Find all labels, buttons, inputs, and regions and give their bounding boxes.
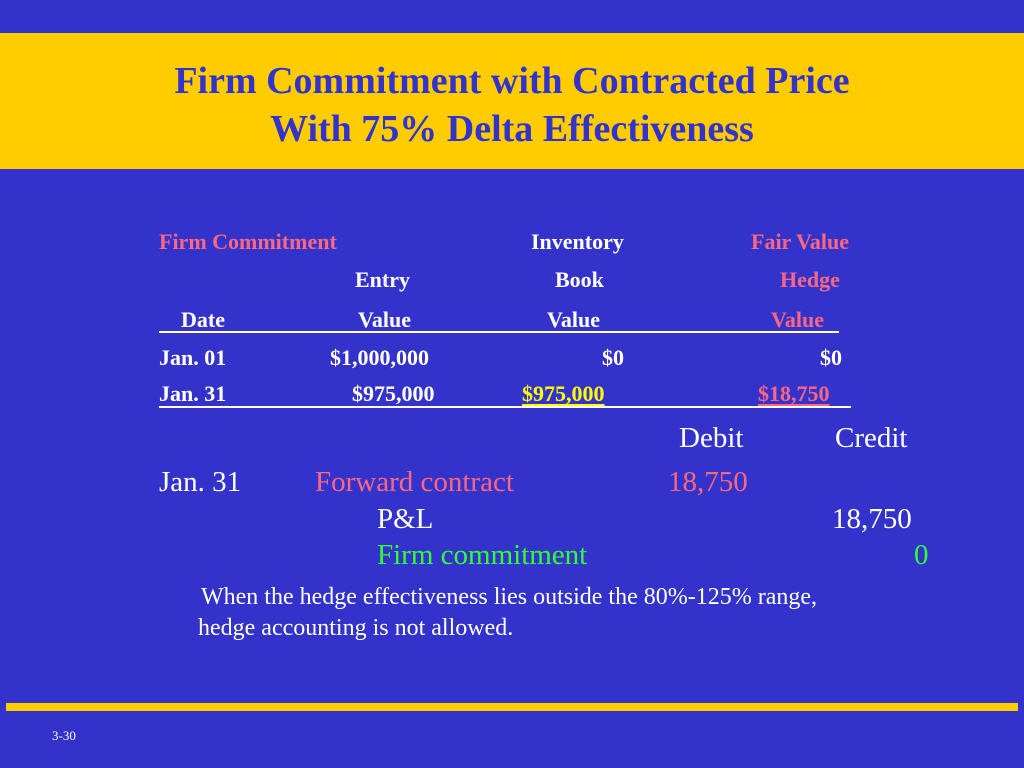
row2-entry-value: $975,000 [352, 381, 435, 406]
row2-book-value: $975,000 [522, 381, 605, 406]
header-firm-commitment: Firm Commitment [159, 229, 337, 254]
row1-entry-value: $1,000,000 [330, 345, 429, 370]
journal-credit-pl: 18,750 [832, 503, 912, 535]
header-book: Book [555, 267, 604, 292]
header-rule [159, 331, 839, 333]
row1-book-value: $0 [602, 345, 624, 370]
page-number: 3-30 [52, 728, 76, 743]
note-line1: When the hedge effectiveness lies outsid… [201, 584, 818, 610]
header-date: Date [181, 307, 225, 332]
header-hedge: Hedge [780, 267, 840, 292]
title-band: Firm Commitment with Contracted Price Wi… [0, 33, 1024, 169]
journal-account-forward-contract: Forward contract [315, 466, 514, 498]
journal-credit-firm-commitment: 0 [914, 539, 929, 571]
header-hedge-value: Value [771, 307, 824, 332]
header-book-value: Value [547, 307, 600, 332]
debit-label: Debit [679, 422, 744, 454]
header-inventory: Inventory [531, 229, 624, 254]
journal-account-firm-commitment: Firm commitment [377, 539, 588, 571]
row2-rule [159, 406, 851, 408]
row1-date: Jan. 01 [159, 345, 227, 370]
row2-date: Jan. 31 [159, 381, 227, 406]
journal-debit-forward-contract: 18,750 [668, 466, 748, 498]
note-line2: hedge accounting is not allowed. [198, 615, 514, 641]
header-entry-value: Value [358, 307, 411, 332]
row2-hedge-value: $18,750 [758, 381, 830, 406]
credit-label: Credit [835, 422, 908, 454]
slide-title-line1: Firm Commitment with Contracted Price [174, 60, 850, 102]
header-entry: Entry [355, 267, 410, 292]
journal-date: Jan. 31 [159, 466, 242, 498]
bottom-band [6, 703, 1018, 711]
header-fair-value: Fair Value [751, 229, 850, 254]
slide-title-line2: With 75% Delta Effectiveness [270, 108, 754, 150]
journal-account-pl: P&L [377, 503, 434, 535]
row1-hedge-value: $0 [820, 345, 842, 370]
